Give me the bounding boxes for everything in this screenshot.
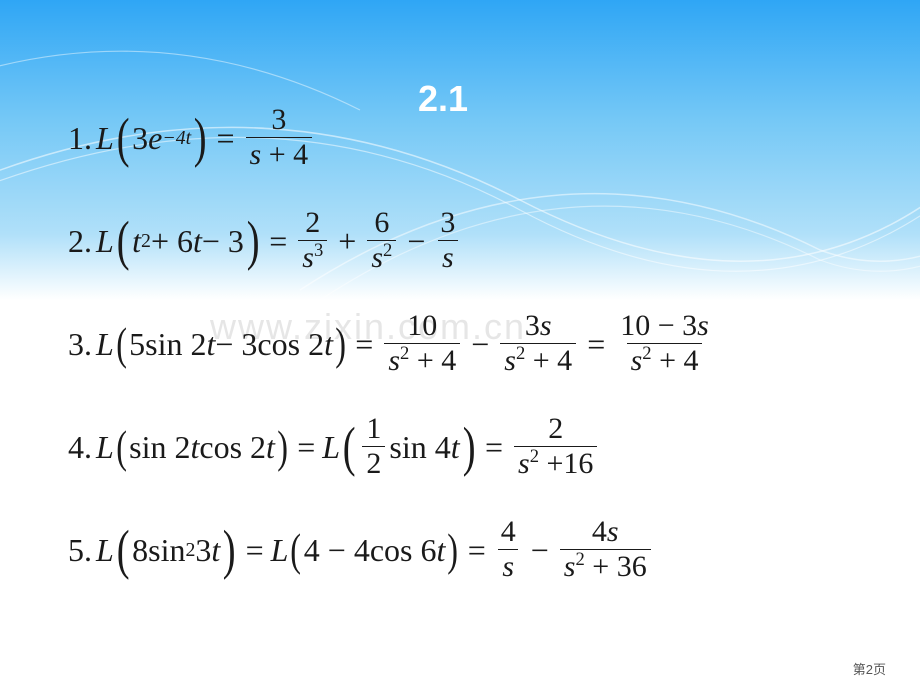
eq-sign: =: [485, 431, 503, 463]
equation-5: 5. L ( 8sin2 3t ) = L ( 4 − 4cos 6t ) = …: [68, 517, 888, 582]
lhs-arg: 3e−4t: [132, 122, 191, 154]
fraction-half: 1 2: [362, 414, 385, 479]
denominator: s: [498, 549, 518, 582]
func-L: L: [96, 225, 114, 257]
numerator: 2: [544, 414, 567, 446]
denominator: s3: [298, 240, 327, 273]
eq-index: 3.: [68, 328, 92, 360]
eq-index: 4.: [68, 431, 92, 463]
numerator: 3s: [521, 311, 556, 343]
paren-right: ): [335, 329, 346, 359]
eq-index: 2.: [68, 225, 92, 257]
func-L: L: [96, 122, 114, 154]
fraction: 2 s2 +16: [514, 414, 597, 479]
numerator: 10 − 3s: [616, 311, 713, 343]
paren-left: (: [117, 223, 130, 259]
denominator: s: [438, 240, 458, 273]
paren-right: ): [448, 535, 459, 565]
minus: −: [471, 328, 489, 360]
plus: +: [338, 225, 356, 257]
slide: 2.1 www.zixin.com.cn 1. L ( 3e−4t ) = 3 …: [0, 0, 920, 690]
minus: −: [407, 225, 425, 257]
eq-sign: =: [216, 122, 234, 154]
page-number: 第2页: [853, 659, 886, 678]
numerator: 1: [362, 414, 385, 446]
denominator: s2 + 4: [627, 343, 703, 376]
mid-arg: 1 2 sin 4t: [358, 414, 459, 479]
fraction: 3 s: [436, 208, 459, 273]
paren-right: ): [223, 532, 236, 568]
numerator: 6: [370, 208, 393, 240]
paren-left: (: [117, 120, 130, 156]
equation-1: 1. L ( 3e−4t ) = 3 s + 4: [68, 105, 888, 170]
lhs-arg: t2 + 6t − 3: [132, 225, 244, 257]
numerator: 3: [267, 105, 290, 137]
equation-2: 2. L ( t2 + 6t − 3 ) = 2 s3 + 6 s2 − 3 s: [68, 208, 888, 273]
numerator: 4s: [588, 517, 623, 549]
func-L: L: [96, 431, 114, 463]
coef: 3: [132, 122, 148, 154]
equation-4: 4. L ( sin 2t cos 2t ) = L ( 1 2 sin 4t …: [68, 414, 888, 479]
eq-sign: =: [587, 328, 605, 360]
eq-sign: =: [355, 328, 373, 360]
slide-title: 2.1: [418, 78, 468, 120]
mid-arg: 4 − 4cos 6t: [304, 534, 446, 566]
paren-left: (: [291, 535, 302, 565]
paren-right: ): [247, 223, 260, 259]
fraction: 4s s2 + 36: [560, 517, 651, 582]
numerator: 10: [403, 311, 441, 343]
numerator: 3: [436, 208, 459, 240]
e: e: [148, 122, 162, 154]
denominator: 2: [362, 446, 385, 479]
paren-right: ): [194, 120, 207, 156]
denominator: s2 + 4: [384, 343, 460, 376]
fraction: 6 s2: [367, 208, 396, 273]
fraction: 4 s: [497, 517, 520, 582]
fraction: 2 s3: [298, 208, 327, 273]
lhs-arg: sin 2t cos 2t: [129, 431, 275, 463]
fraction: 10 s2 + 4: [384, 311, 460, 376]
denominator: s + 4: [246, 137, 313, 170]
numerator: 4: [497, 517, 520, 549]
lhs-arg: 5sin 2t − 3cos 2t: [129, 328, 333, 360]
fraction: 10 − 3s s2 + 4: [616, 311, 713, 376]
eq-sign: =: [468, 534, 486, 566]
func-L: L: [271, 534, 289, 566]
paren-left: (: [343, 429, 356, 465]
paren-right: ): [462, 429, 475, 465]
minus: −: [531, 534, 549, 566]
paren-right: ): [277, 432, 288, 462]
paren-left: (: [117, 532, 130, 568]
denominator: s2 + 4: [500, 343, 576, 376]
numerator: 2: [301, 208, 324, 240]
fraction: 3s s2 + 4: [500, 311, 576, 376]
func-L: L: [322, 431, 340, 463]
sin4t: sin 4t: [389, 431, 459, 463]
eq-index: 5.: [68, 534, 92, 566]
func-L: L: [96, 328, 114, 360]
equations-block: 1. L ( 3e−4t ) = 3 s + 4 2. L ( t2 + 6t …: [68, 105, 888, 582]
equation-3: 3. L ( 5sin 2t − 3cos 2t ) = 10 s2 + 4 −…: [68, 311, 888, 376]
denominator: s2: [367, 240, 396, 273]
eq-sign: =: [297, 431, 315, 463]
denominator: s2 + 36: [560, 549, 651, 582]
denominator: s2 +16: [514, 446, 597, 479]
eq-index: 1.: [68, 122, 92, 154]
paren-left: (: [116, 432, 127, 462]
func-L: L: [96, 534, 114, 566]
paren-left: (: [116, 329, 127, 359]
lhs-arg: 8sin2 3t: [132, 534, 220, 566]
fraction: 3 s + 4: [246, 105, 313, 170]
eq-sign: =: [269, 225, 287, 257]
eq-sign: =: [246, 534, 264, 566]
